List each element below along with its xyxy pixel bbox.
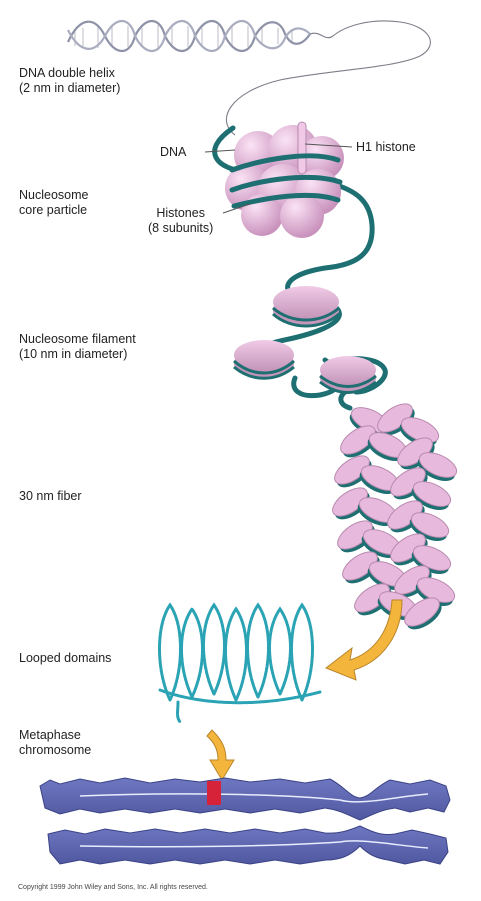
chromatin-loop bbox=[180, 606, 204, 699]
helix-rungs bbox=[74, 25, 293, 48]
chromatid-upper bbox=[39, 777, 451, 821]
nucleosome-filament bbox=[233, 286, 377, 394]
chromatid-lower bbox=[47, 825, 449, 865]
label-nucleosome-filament: Nucleosome filament (10 nm in diameter) bbox=[19, 332, 136, 361]
dna-thread bbox=[225, 20, 431, 136]
chromatin-loop bbox=[246, 602, 270, 699]
copyright-text: Copyright 1999 John Wiley and Sons, Inc.… bbox=[18, 884, 208, 891]
loop-scaffold bbox=[158, 688, 322, 724]
fiber-disc bbox=[404, 597, 442, 630]
label-looped-domains: Looped domains bbox=[19, 651, 112, 665]
chromatin-loop bbox=[224, 606, 248, 702]
label-30nm-fiber: 30 nm fiber bbox=[19, 489, 82, 503]
fiber-disc bbox=[342, 551, 380, 584]
label-histones: Histones (8 subunits) bbox=[148, 206, 214, 235]
fiber-disc bbox=[409, 512, 450, 542]
label-dna-double-helix: DNA double helix (2 nm in diameter) bbox=[19, 66, 121, 95]
30nm-fiber bbox=[332, 403, 458, 630]
label-nucleosome-core: Nucleosome core particle bbox=[19, 188, 89, 217]
label-dna: DNA bbox=[160, 145, 187, 159]
nucleosome-disc bbox=[272, 286, 340, 328]
label-metaphase-chromosome: Metaphase chromosome bbox=[19, 728, 92, 757]
label-h1-histone: H1 histone bbox=[356, 140, 416, 154]
histone-octamer bbox=[225, 121, 344, 238]
arrow-loops-to-chromosome bbox=[206, 729, 235, 781]
chromatin-loop bbox=[268, 606, 292, 696]
fiber-disc bbox=[332, 487, 370, 520]
fiber-disc bbox=[359, 465, 400, 495]
nucleosome-disc bbox=[319, 356, 377, 394]
fiber-disc bbox=[367, 432, 408, 462]
fiber-disc bbox=[340, 425, 378, 458]
fiber-disc bbox=[334, 455, 372, 488]
arrow-fiber-to-loops bbox=[324, 599, 403, 681]
fiber-disc bbox=[387, 500, 425, 533]
dna-double-helix bbox=[67, 19, 431, 136]
h1-histone bbox=[297, 121, 307, 175]
metaphase-chromosome bbox=[39, 777, 451, 865]
chromatin-loop bbox=[290, 602, 314, 702]
chromatin-loop bbox=[158, 602, 182, 702]
helix-strand-b bbox=[67, 19, 311, 53]
chromatin-loop bbox=[202, 602, 226, 696]
leader-lines bbox=[204, 143, 353, 214]
nucleosome-disc bbox=[233, 340, 295, 380]
looped-domains bbox=[158, 602, 322, 724]
chromosome-band bbox=[207, 781, 221, 805]
